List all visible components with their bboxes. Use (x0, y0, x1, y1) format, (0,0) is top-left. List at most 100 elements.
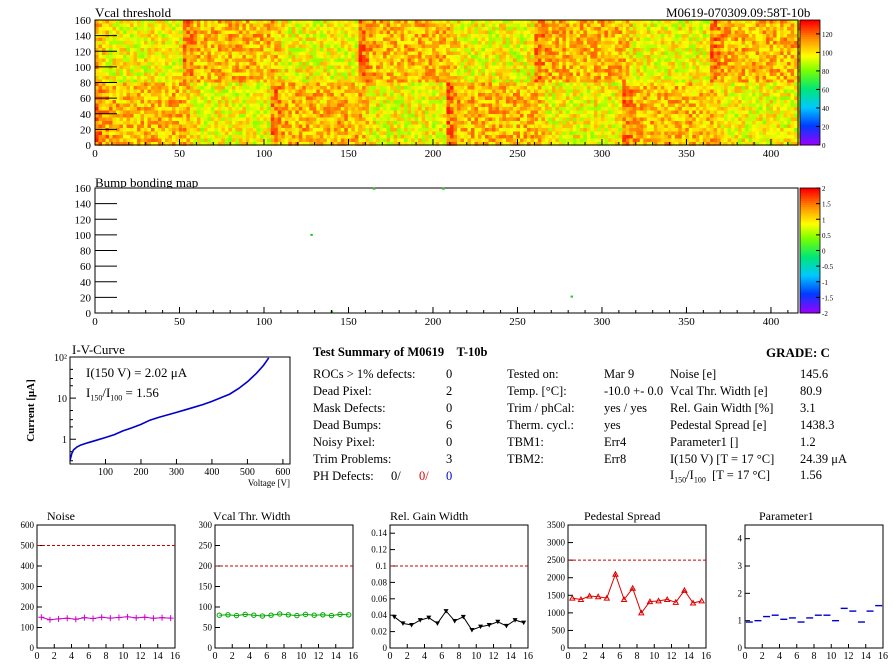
iv-xlabel: Voltage [V] (248, 478, 290, 488)
colorbar-cell (800, 22, 820, 25)
parameter-list: Noise [e] 145.6 Vcal Thr. Width [e] 80.9 Rel… (670, 367, 870, 469)
colorbar-cell (800, 231, 820, 235)
ratio-row: I150/I100 [T = 17 °C] 1.56 (670, 468, 870, 485)
bump-defect-point (570, 295, 574, 298)
data-point (391, 614, 397, 620)
test-row: Temp. [°C]: -10.0 +- 0.0 (507, 384, 667, 401)
y-tick-label: 120 (75, 46, 92, 58)
plot-0: Noise 0 2 4 6 8 10 12 14 16 0 100 200 300 400 500 600 (21, 509, 181, 662)
data-point (167, 615, 174, 622)
colorbar-cell (800, 302, 820, 306)
data-point (443, 609, 449, 614)
plot-frame (214, 524, 354, 649)
param-label: Pedestal Spread [e] (670, 418, 767, 432)
iv-curve-line (69, 357, 270, 461)
x-tick-label: 0 (743, 651, 748, 662)
colorbar-cell (800, 99, 820, 102)
data-point (655, 597, 662, 604)
series-line (219, 613, 349, 617)
ph-defects-row: PH Defects: 0/ 0/ 0 (313, 469, 463, 484)
colorbar-cell (800, 28, 820, 31)
colorbar-cell (800, 246, 820, 249)
data-point (38, 614, 45, 621)
colorbar-cell (800, 65, 820, 69)
colorbar-cell (800, 53, 820, 56)
data-point (72, 616, 79, 623)
colorbar-cell (800, 61, 820, 65)
colorbar-cell (800, 117, 820, 121)
colorbar-cell (800, 78, 820, 81)
y-tick-label: 0 (86, 140, 92, 152)
data-point (409, 623, 415, 628)
data-point (586, 592, 593, 599)
data-point (495, 619, 501, 625)
data-point (568, 594, 576, 601)
x-tick-label: 12 (667, 651, 677, 662)
colorbar-cell (800, 26, 820, 29)
data-point (620, 595, 628, 603)
data-point (478, 624, 484, 630)
colorbar-cell (800, 84, 820, 88)
data-point (259, 613, 266, 619)
data-point (225, 612, 231, 618)
colorbar-cell (800, 292, 820, 295)
iv-y-tick-label: 1 (62, 435, 67, 446)
x-tick-label: 100 (256, 148, 273, 160)
colorbar-cell (800, 109, 820, 113)
data-point (320, 612, 326, 618)
y-tick-label: 120 (75, 214, 92, 226)
colorbar-cell (800, 265, 820, 268)
ratio-value: 1.56 (800, 468, 822, 482)
x-tick-label: 10 (118, 651, 128, 662)
colorbar-cell (800, 38, 820, 42)
colorbar-cell (800, 86, 820, 90)
x-tick-label: 4 (69, 651, 74, 662)
x-tick-label: 6 (264, 651, 269, 662)
x-tick-label: 16 (701, 651, 711, 662)
test-value: yes / yes (604, 401, 648, 415)
x-tick-label: 10 (826, 651, 836, 662)
x-tick-label: 50 (174, 316, 186, 328)
data-point (328, 612, 335, 619)
plot-title: Pedestal Spread (584, 509, 660, 523)
y-tick-label: 0.14 (371, 528, 387, 538)
data-point (124, 613, 131, 620)
y-tick-label: 0.02 (371, 627, 387, 637)
colorbar-cell (800, 223, 820, 226)
colorbar-cell (800, 20, 820, 23)
x-tick-label: 6 (617, 651, 622, 662)
test-label: Temp. [°C]: (507, 384, 567, 398)
data-point (294, 612, 300, 619)
data-point (55, 615, 62, 622)
ph-value-1: 0/ (391, 469, 401, 483)
iv-annotation-ratio: I150/I100 = 1.56 (86, 385, 159, 403)
y-tick-label: 250 (199, 541, 213, 551)
x-tick-label: 300 (594, 316, 611, 328)
colorbar-cell (800, 76, 820, 79)
colorbar-cell (800, 97, 820, 100)
z-tick-label: 0 (822, 248, 826, 256)
z-tick-label: 1.5 (822, 201, 831, 209)
data-point (276, 611, 283, 617)
colorbar-cell (800, 279, 820, 283)
y-tick-label: 600 (21, 520, 35, 530)
colorbar-cell (800, 138, 820, 142)
colorbar-cell (800, 63, 820, 67)
colorbar-cell (800, 221, 820, 224)
x-tick-label: 8 (635, 651, 640, 662)
data-point (503, 623, 509, 629)
grade-label: GRADE: C (766, 345, 830, 360)
test-row: TBM2: Err8 (507, 452, 667, 469)
z-tick-label: 20 (822, 123, 830, 131)
data-point (233, 612, 240, 619)
y-tick-label: 500 (21, 541, 35, 551)
x-tick-label: 150 (340, 316, 357, 328)
y-tick-label: 500 (552, 625, 566, 635)
colorbar-cell (800, 72, 820, 75)
defect-row: Mask Defects: 0 (313, 401, 463, 418)
x-tick-label: 350 (678, 148, 695, 160)
y-tick-label: 2500 (547, 555, 566, 565)
colorbar-cell (800, 208, 820, 212)
data-point (141, 614, 148, 621)
ph-defects-label: PH Defects: (313, 469, 374, 483)
